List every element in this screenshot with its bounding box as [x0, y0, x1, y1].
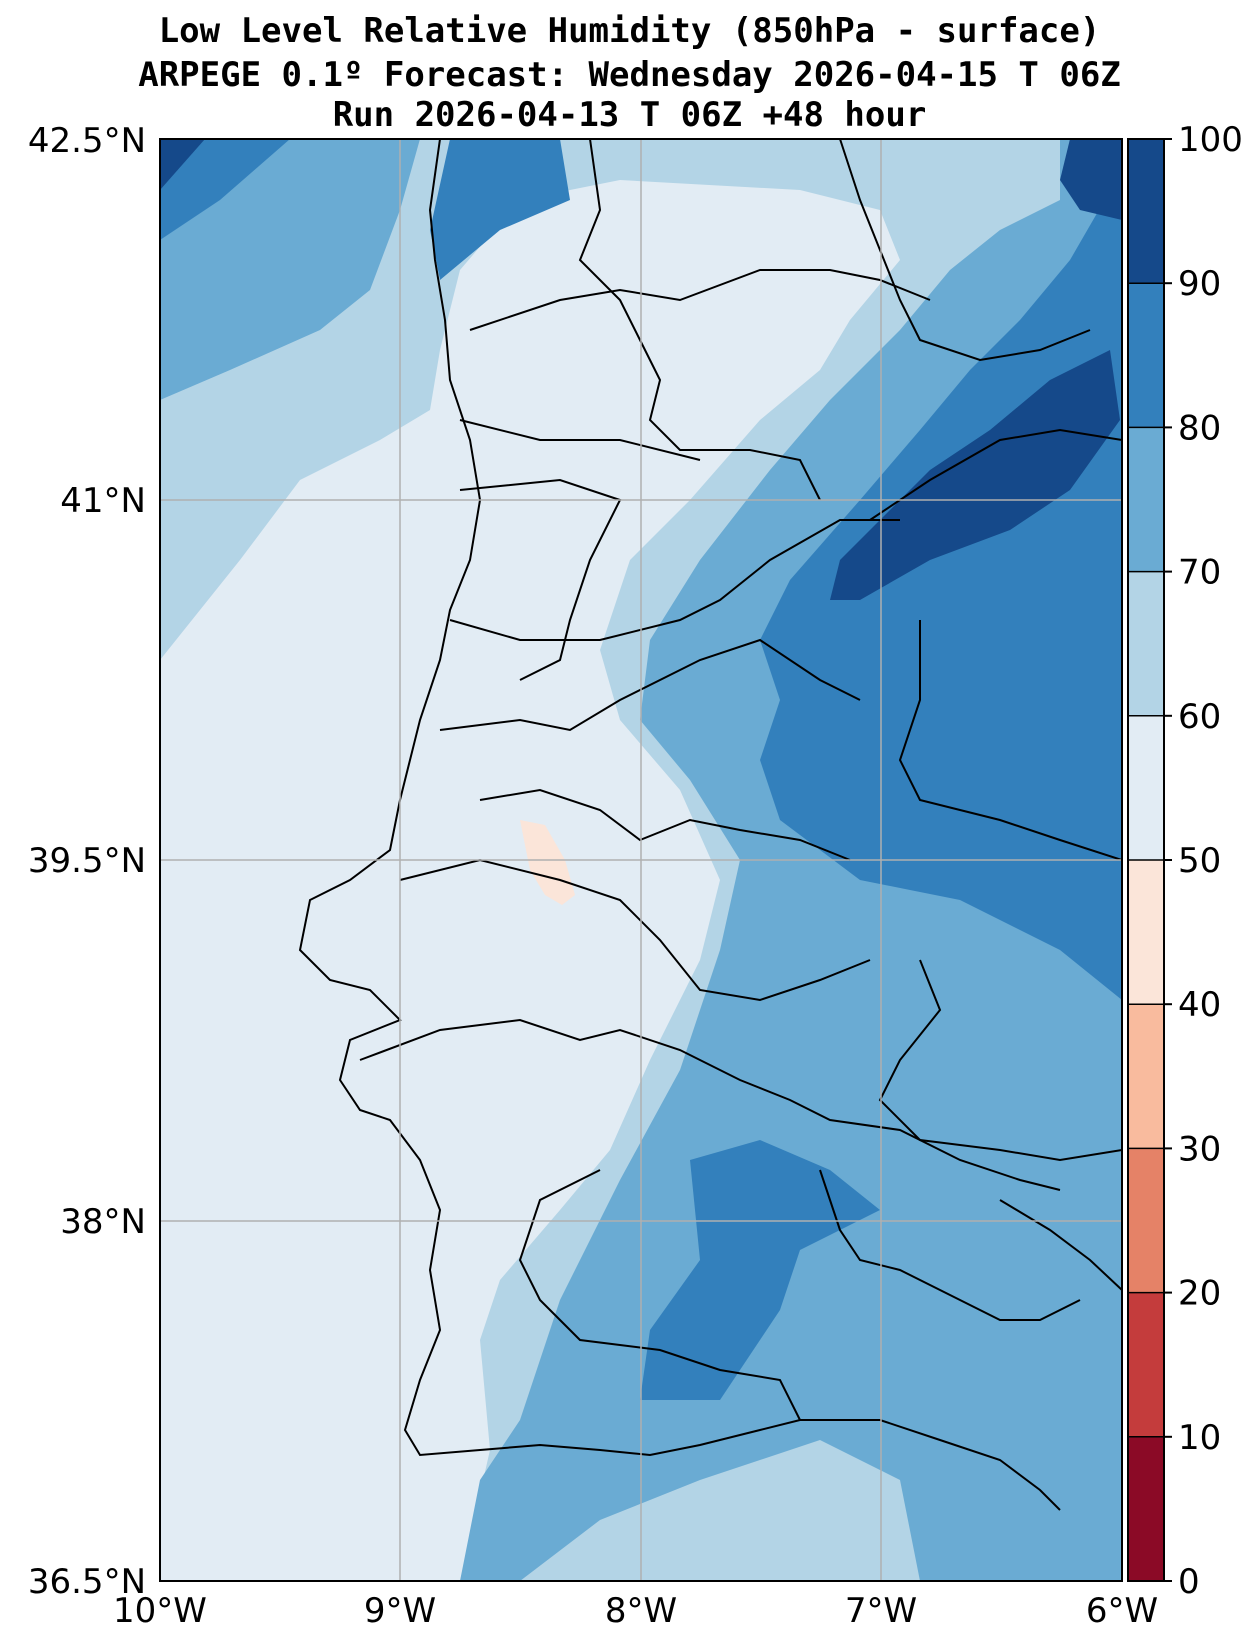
- colorbar-segment: [1128, 571, 1164, 717]
- colorbar-segment: [1128, 283, 1164, 428]
- colorbar-segment: [1128, 1292, 1164, 1438]
- lat-labels: 42.5°N 41°N 39.5°N 38°N 36.5°N: [28, 121, 146, 1602]
- colorbar-tick-label: 60: [1178, 697, 1221, 737]
- map-frame: [159, 138, 1123, 1582]
- lon-label: 10°W: [113, 1591, 207, 1631]
- rh-band-80-90-nw: [160, 139, 290, 240]
- colorbar-segment: [1128, 715, 1164, 861]
- rh-band-90-100-ne: [1060, 139, 1122, 220]
- colorbar-segment: [1128, 1436, 1164, 1582]
- lat-label: 36.5°N: [28, 1562, 146, 1602]
- colorbar-tick-label: 80: [1178, 408, 1221, 448]
- rh-band-70-80-west: [160, 139, 420, 400]
- lon-label: 6°W: [1086, 1591, 1158, 1631]
- colorbar-segment: [1128, 427, 1164, 573]
- colorbar-tick-label: 40: [1178, 985, 1221, 1025]
- lat-label: 41°N: [60, 481, 146, 521]
- colorbar-tick-label: 30: [1178, 1129, 1221, 1169]
- colorbar-tick-label: 0: [1178, 1562, 1200, 1602]
- colorbar-segment: [1128, 860, 1164, 1005]
- title-line-2: ARPEGE 0.1º Forecast: Wednesday 2026-04-…: [138, 55, 1121, 95]
- colorbar-tick-label: 20: [1178, 1274, 1221, 1314]
- lat-label: 38°N: [60, 1202, 146, 1242]
- rh-band-80-90-n: [430, 139, 570, 280]
- colorbar-segment: [1128, 1004, 1164, 1149]
- colorbar-tick-label: 70: [1178, 553, 1221, 593]
- gridlines: [160, 139, 1122, 1581]
- rh-band-80-90-south: [640, 1140, 880, 1400]
- rh-band-90-100: [830, 350, 1120, 600]
- title-line-1: Low Level Relative Humidity (850hPa - su…: [158, 11, 1101, 51]
- rh-band-90-100-nw: [160, 139, 205, 190]
- colorbar-segment: [1128, 139, 1164, 284]
- lat-label: 39.5°N: [28, 841, 146, 881]
- coastline-borders: [298, 139, 1122, 1511]
- lon-label: 8°W: [605, 1591, 677, 1631]
- colorbar-segment: [1128, 1148, 1164, 1294]
- colorbar-tick-label: 100: [1178, 120, 1243, 160]
- lon-labels: 10°W 9°W 8°W 7°W 6°W: [113, 1591, 1158, 1631]
- lat-label: 42.5°N: [28, 121, 146, 161]
- humidity-map: [160, 139, 1122, 1581]
- rh-band-40-50: [520, 820, 575, 905]
- colorbar-tick-label: 50: [1178, 841, 1221, 881]
- rh-band-80-90: [760, 170, 1122, 1000]
- lon-label: 7°W: [845, 1591, 917, 1631]
- colorbar: 0 10 20 30 40 50 60 70 80 90 100: [1127, 120, 1243, 1602]
- colorbar-tick-label: 10: [1178, 1418, 1221, 1458]
- lon-label: 9°W: [364, 1591, 436, 1631]
- colorbar-tick-label: 90: [1178, 264, 1221, 304]
- title-line-3: Run 2026-04-13 T 06Z +48 hour: [332, 95, 927, 135]
